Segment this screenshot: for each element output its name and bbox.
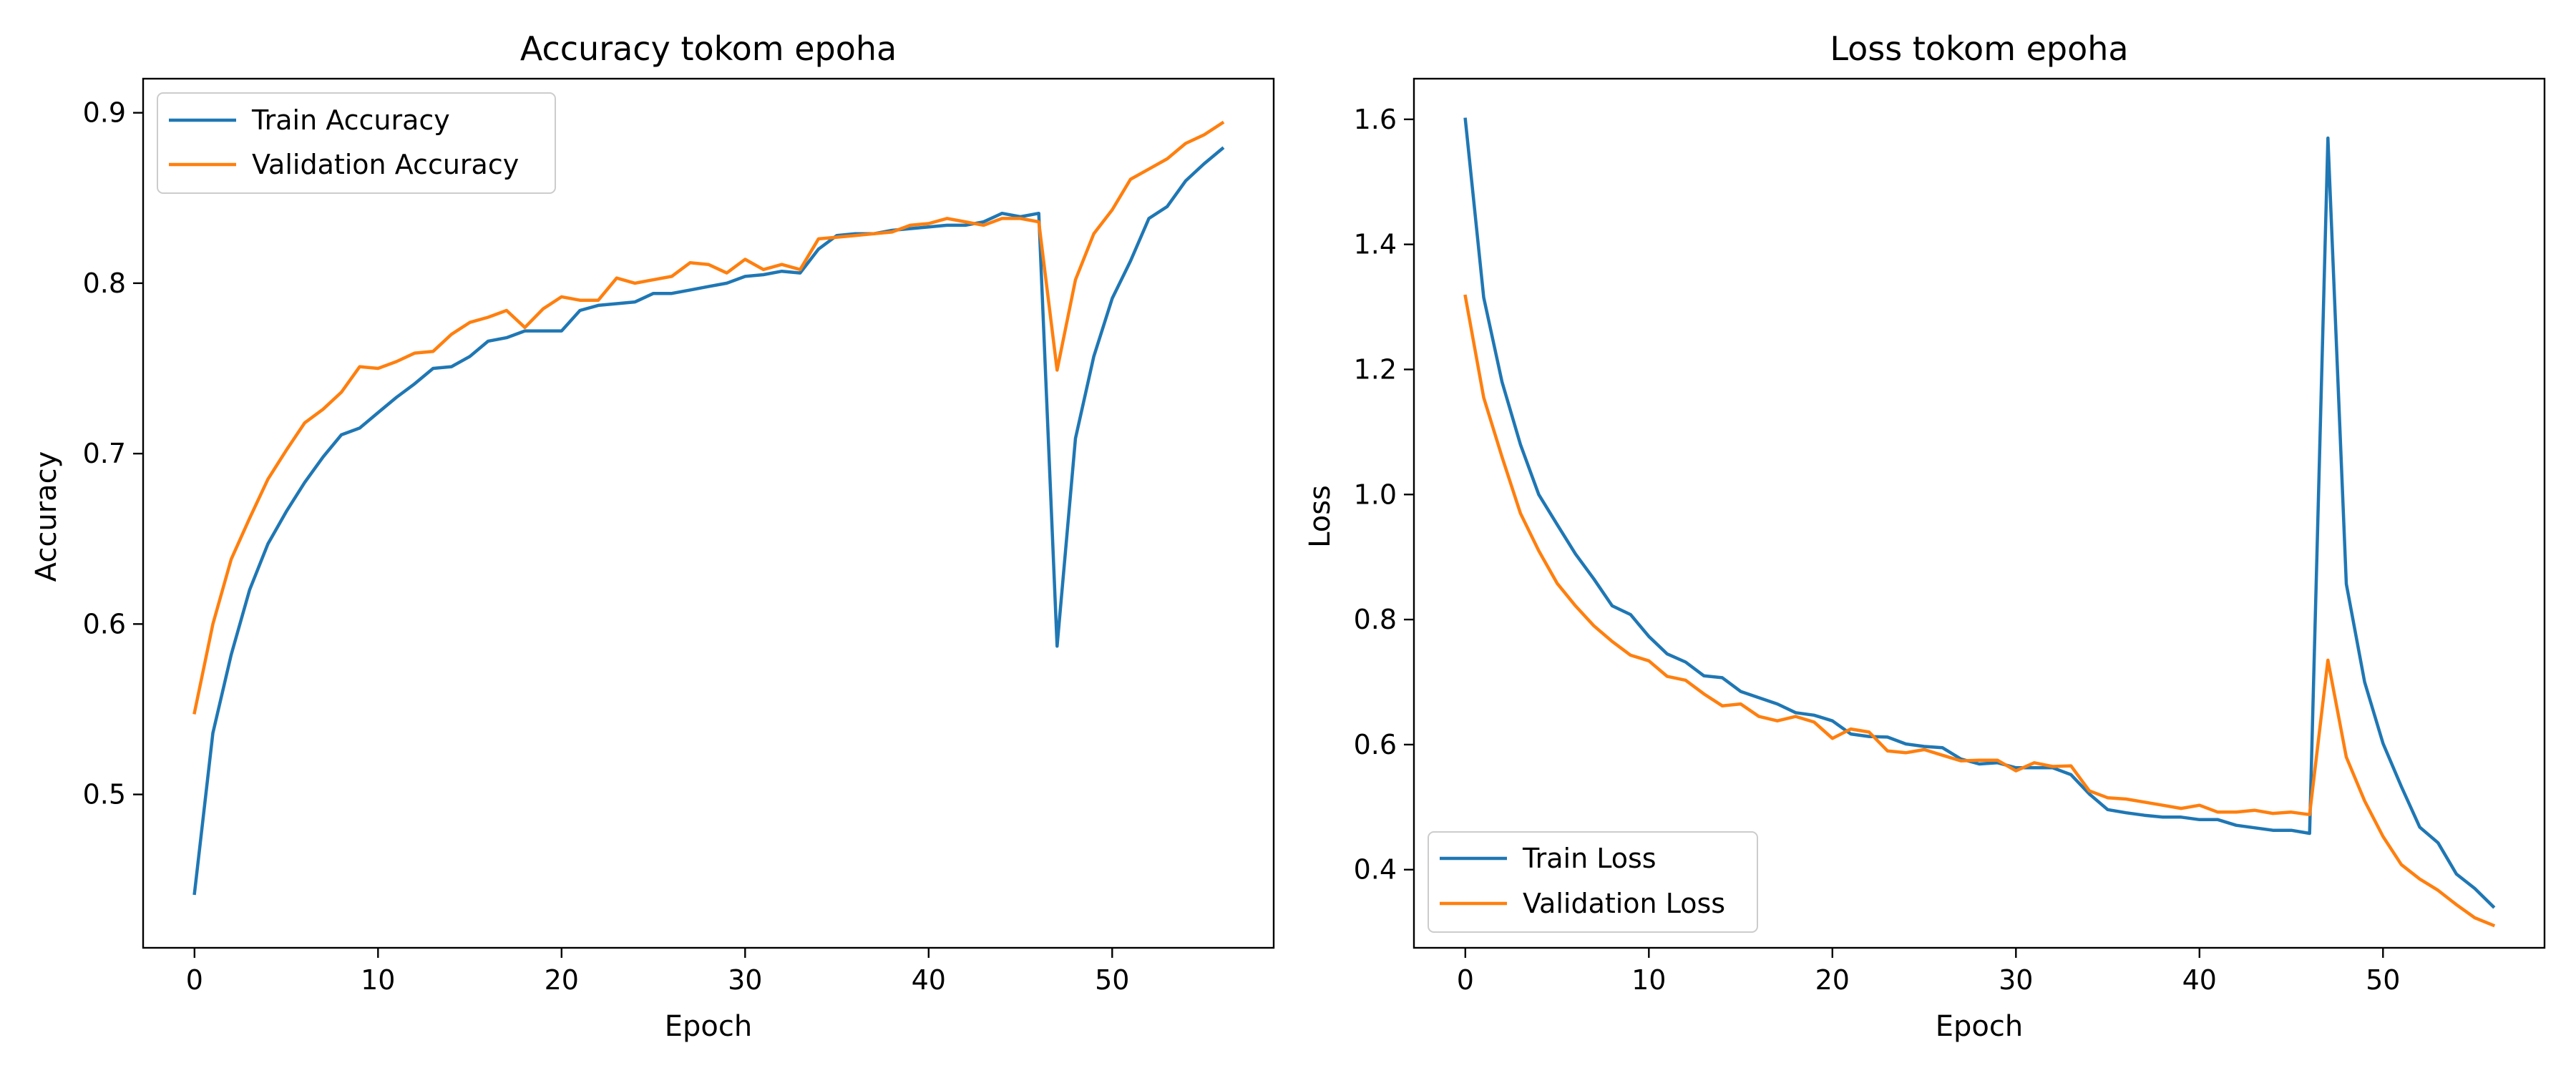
legend-train-loss-label: Train Loss <box>1522 843 1657 874</box>
loss-y-tick-label: 0.4 <box>1354 854 1397 886</box>
accuracy-x-tick-label: 0 <box>186 964 203 996</box>
legend-validation-loss-label: Validation Loss <box>1523 888 1725 919</box>
accuracy-x-tick-label: 10 <box>361 964 395 996</box>
accuracy-y-tick-label: 0.6 <box>83 608 126 640</box>
series-line-validation-accuracy <box>192 120 1225 715</box>
loss-chart-title: Loss tokom epoha <box>1830 29 2128 68</box>
loss-x-axis-label: Epoch <box>1936 1010 2023 1043</box>
accuracy-series-lines <box>192 120 1225 896</box>
series-line-train-loss <box>1463 117 2496 909</box>
accuracy-axis-ticks: 0 10 20 30 40 50 0.5 0.6 0.7 0.8 0.9 <box>83 97 1130 996</box>
accuracy-chart-panel: Accuracy tokom epoha Epoch Accuracy 0 10 2… <box>30 29 1275 1043</box>
accuracy-y-tick-label: 0.7 <box>83 438 126 469</box>
loss-y-tick-label: 1.6 <box>1354 104 1397 135</box>
loss-x-tick-label: 10 <box>1631 964 1666 996</box>
loss-y-axis-label: Loss <box>1304 485 1337 548</box>
accuracy-x-tick-label: 40 <box>912 964 946 996</box>
loss-x-tick-label: 0 <box>1457 964 1474 996</box>
loss-x-tick-label: 30 <box>1999 964 2033 996</box>
series-line-validation-loss <box>1463 294 2496 928</box>
loss-legend: Train Loss Validation Loss <box>1428 831 1758 933</box>
loss-plot-frame <box>1413 77 2546 949</box>
accuracy-chart-title: Accuracy tokom epoha <box>520 29 897 68</box>
loss-y-tick-label: 1.2 <box>1354 353 1397 385</box>
loss-x-tick-label: 50 <box>2366 964 2400 996</box>
loss-y-tick-label: 1.0 <box>1354 479 1397 510</box>
accuracy-y-axis-label: Accuracy <box>30 451 63 582</box>
legend-validation-accuracy-label: Validation Accuracy <box>252 149 519 180</box>
loss-legend-box <box>1428 831 1758 933</box>
accuracy-legend-box <box>157 92 556 194</box>
accuracy-y-tick-label: 0.8 <box>83 268 126 299</box>
loss-series-lines <box>1463 117 2496 928</box>
legend-train-accuracy-label: Train Accuracy <box>251 104 450 136</box>
loss-chart-panel: Loss tokom epoha Epoch Loss 0 10 20 30 40 500… <box>1304 29 2546 1043</box>
accuracy-x-tick-label: 30 <box>728 964 762 996</box>
loss-y-tick-label: 0.6 <box>1354 729 1397 760</box>
loss-x-tick-label: 40 <box>2182 964 2217 996</box>
series-line-train-accuracy <box>192 146 1225 896</box>
accuracy-x-tick-label: 50 <box>1095 964 1129 996</box>
accuracy-y-tick-label: 0.5 <box>83 779 126 810</box>
accuracy-x-tick-label: 20 <box>545 964 579 996</box>
loss-axis-ticks: 0 10 20 30 40 50 0.4 0.6 0.8 1.0 1.2 1.4 1.6 <box>1354 104 2401 996</box>
accuracy-y-tick-label: 0.9 <box>83 97 126 129</box>
accuracy-plot-frame <box>142 77 1275 949</box>
loss-y-tick-label: 1.4 <box>1354 229 1397 260</box>
loss-y-tick-label: 0.8 <box>1354 604 1397 635</box>
accuracy-legend: Train Accuracy Validation Accuracy <box>157 92 556 194</box>
accuracy-x-axis-label: Epoch <box>665 1010 752 1043</box>
loss-x-tick-label: 20 <box>1815 964 1850 996</box>
